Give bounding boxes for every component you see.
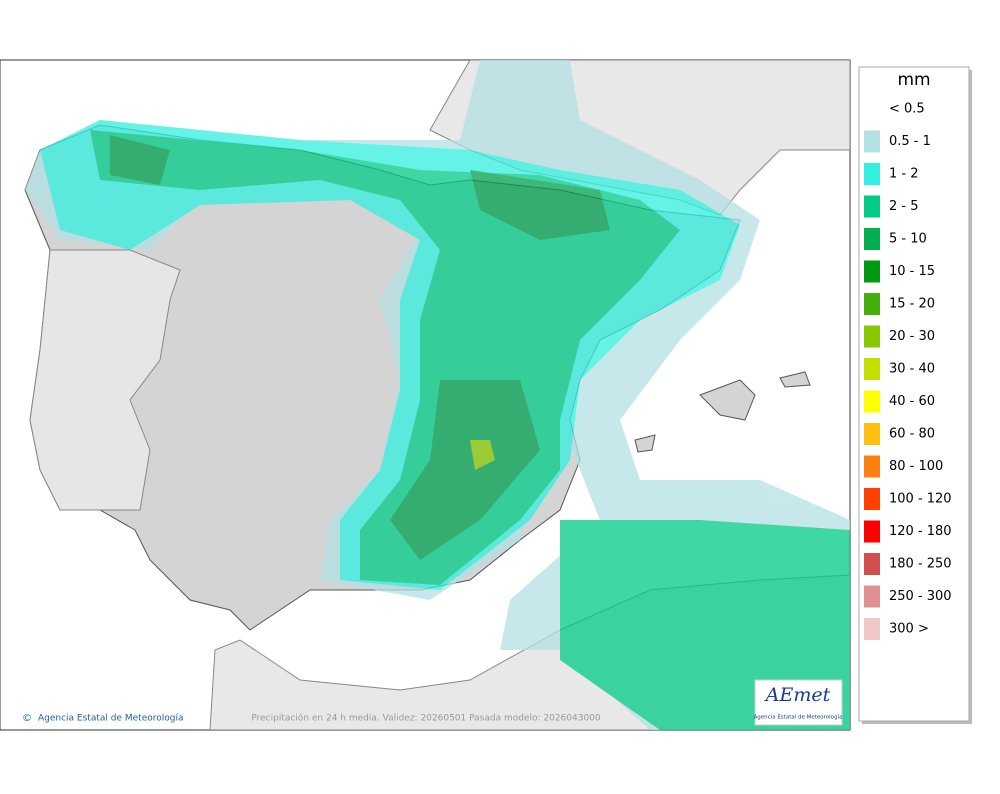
legend-swatch xyxy=(864,98,880,120)
credit-copyright: © xyxy=(22,713,32,724)
legend-swatch xyxy=(864,130,880,153)
logo-subtitle: Agencia Estatal de Meteorología xyxy=(754,714,843,721)
legend-label: 0.5 - 1 xyxy=(889,134,931,149)
legend-swatch xyxy=(864,488,880,510)
legend-swatch xyxy=(864,325,880,348)
legend-swatch xyxy=(864,618,880,640)
credit: Agencia Estatal de Meteorología xyxy=(38,714,184,724)
precip-20-30 xyxy=(470,440,495,470)
logo-box xyxy=(754,679,843,726)
legend-swatch xyxy=(864,390,880,413)
mallorca xyxy=(699,379,756,421)
legend-swatch xyxy=(864,423,880,445)
legend-swatch xyxy=(864,260,880,283)
legend-label: < 0.5 xyxy=(889,102,925,117)
legend-label: 20 - 30 xyxy=(889,329,935,344)
legend-label: 100 - 120 xyxy=(889,492,952,507)
legend-swatch xyxy=(864,358,880,380)
legend-label: 80 - 100 xyxy=(889,459,943,474)
precip-2-5 xyxy=(90,130,680,585)
legend-swatch xyxy=(864,585,880,608)
legend-swatch xyxy=(864,195,880,218)
precip-sea xyxy=(560,520,850,730)
logo-name: AEmet xyxy=(764,684,831,706)
legend-label: 5 - 10 xyxy=(889,232,927,247)
legend-label: 1 - 2 xyxy=(889,167,919,182)
legend-label: 10 - 15 xyxy=(889,264,935,279)
legend-label: 120 - 180 xyxy=(889,524,952,539)
portugal xyxy=(29,249,181,511)
legend-label: 250 - 300 xyxy=(889,589,952,604)
legend-swatch xyxy=(864,553,880,575)
legend-swatch xyxy=(864,293,880,315)
legend-label: 60 - 80 xyxy=(889,427,935,442)
ibiza xyxy=(634,434,656,453)
menorca xyxy=(779,371,811,388)
legend-swatch xyxy=(864,520,880,543)
legend-label: 15 - 20 xyxy=(889,297,935,312)
map: © Agencia Estatal de Meteorología Precip… xyxy=(0,59,851,731)
caption: Precipitación en 24 h media. Validez: 20… xyxy=(251,713,601,724)
legend-swatch xyxy=(864,455,880,478)
legend-label: 40 - 60 xyxy=(889,394,935,409)
legend-label: 2 - 5 xyxy=(889,199,919,214)
legend-title: mm xyxy=(897,70,930,90)
legend-label: 180 - 250 xyxy=(889,557,952,572)
legend-swatch xyxy=(864,228,880,250)
legend-swatch xyxy=(864,163,880,185)
legend: mm < 0.5 0.5 - 1 1 - 2 2 - 5 5 - 10 10 - 15 15… xyxy=(858,66,972,724)
precipitation xyxy=(25,60,850,730)
legend-label: 300 > xyxy=(889,622,929,637)
legend-label: 30 - 40 xyxy=(889,362,935,377)
